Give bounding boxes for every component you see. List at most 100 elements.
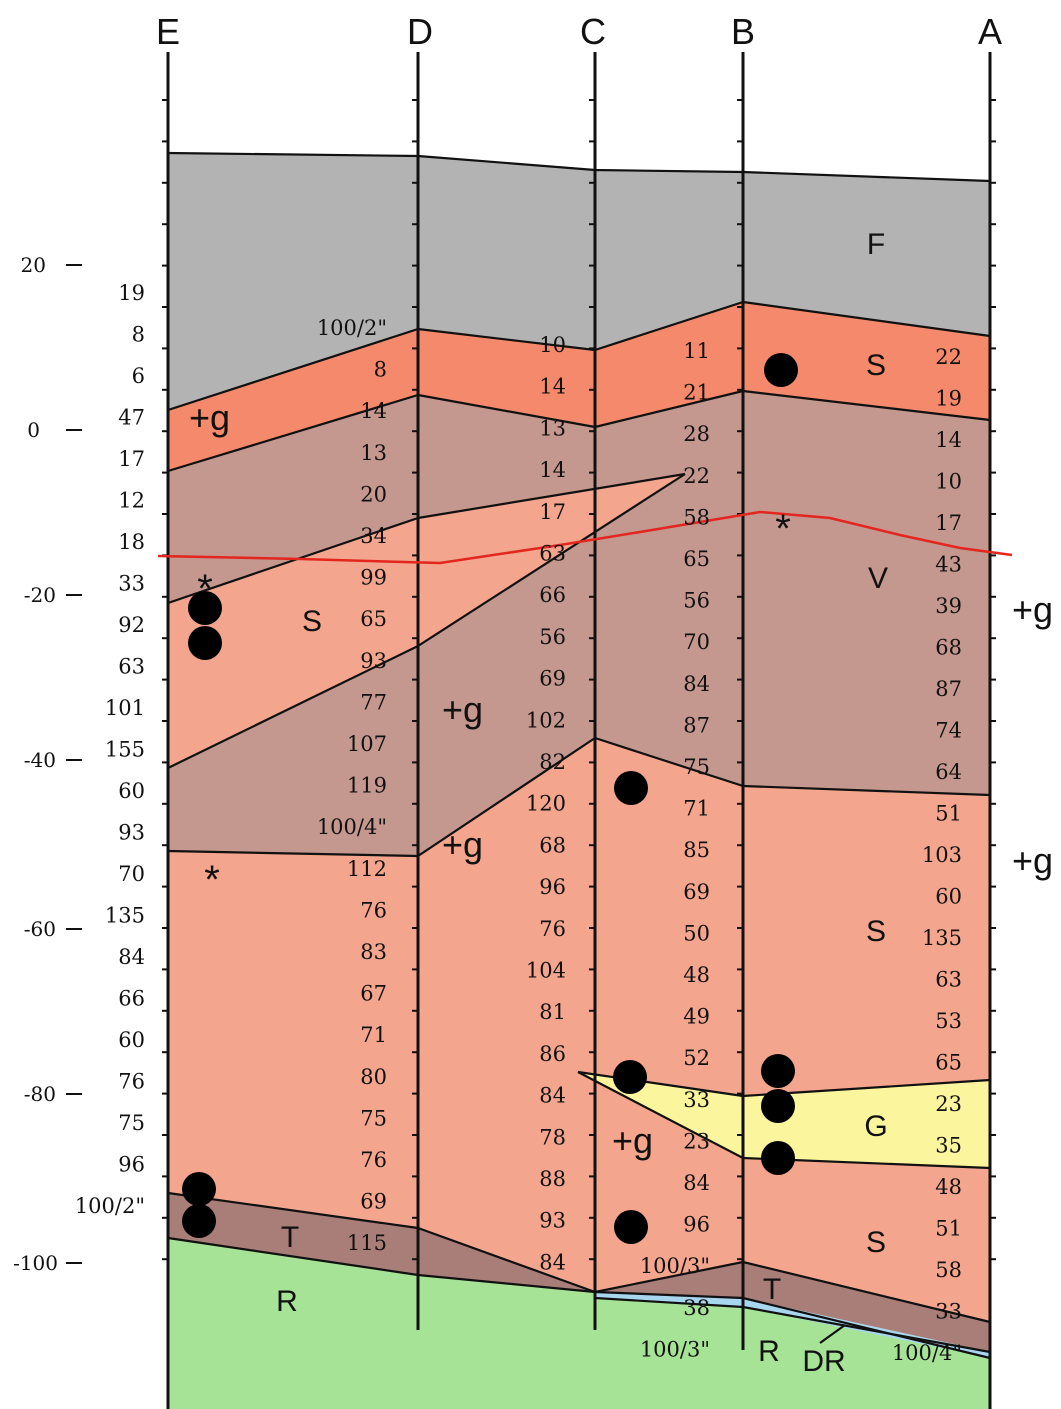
layer-weathered-rock [595, 1292, 990, 1358]
blow-count-column-a: 22 19 14 10 17 43 39 68 87 74 64 51 103 60 135 63 53 65 23… [892, 345, 962, 1365]
gravel-notes: +g +g +g +g +g +g [189, 397, 1053, 1161]
gravel-note: +g [1012, 840, 1053, 881]
blow-count: 8 [132, 323, 145, 347]
blow-count: 100/2" [317, 316, 387, 340]
blow-count: 12 [118, 489, 145, 513]
borehole-label-a: A [978, 11, 1002, 52]
blow-count-column-b: 11 21 28 22 58 65 56 70 84 87 75 71 85 69 50 48 49 52 33 23… [640, 339, 710, 1361]
water-level-line [157, 510, 1013, 565]
blow-count: 33 [118, 572, 145, 596]
blow-count: 100/4" [317, 815, 387, 839]
blow-count: 135 [922, 926, 962, 950]
elevation-tick-label: -60 [24, 917, 56, 941]
sample-point [182, 1172, 216, 1206]
blow-count: 66 [539, 583, 566, 607]
layer-sand-lens [168, 474, 685, 768]
blow-count: 84 [539, 1084, 566, 1108]
blow-count: 47 [118, 406, 145, 430]
sample-point [614, 1210, 648, 1244]
sample-point [764, 353, 798, 387]
layer-till [168, 1193, 990, 1352]
sample-point [761, 1089, 795, 1123]
blow-count: 93 [360, 649, 387, 673]
blow-count: 19 [935, 387, 962, 411]
blow-count: 76 [539, 917, 566, 941]
blow-count: 33 [683, 1088, 710, 1112]
blow-count: 75 [683, 755, 710, 779]
blow-count: 22 [683, 464, 710, 488]
blow-count: 112 [347, 857, 387, 881]
blow-count: 70 [683, 630, 710, 654]
blow-count: 76 [360, 898, 387, 922]
blow-count: 14 [539, 458, 566, 482]
blow-count: 50 [683, 921, 710, 945]
elevation-tick-label: -100 [13, 1251, 58, 1275]
blow-count: 83 [360, 940, 387, 964]
blow-count: 100/4" [892, 1341, 962, 1365]
blow-count: 64 [935, 760, 962, 784]
blow-count: 99 [360, 566, 387, 590]
blow-count: 63 [539, 542, 566, 566]
borehole-label-c: C [580, 11, 606, 52]
blow-count: 70 [118, 862, 145, 886]
water-level-marker: * [204, 858, 220, 902]
blow-count: 10 [935, 470, 962, 494]
blow-count: 23 [683, 1129, 710, 1153]
elevation-tick-label: 0 [27, 418, 40, 442]
blow-count: 135 [105, 904, 145, 928]
blow-count: 87 [935, 677, 962, 701]
blow-count: 6 [132, 364, 145, 388]
blow-count: 8 [374, 358, 387, 382]
blow-count: 43 [935, 553, 962, 577]
blow-count-column-c: 10 14 13 14 17 63 66 56 69 102 82 120 68 96 76 104 81 86 8… [526, 333, 566, 1274]
blow-count: 35 [935, 1134, 962, 1158]
borehole-ticks [162, 99, 996, 1261]
blow-count: 56 [539, 625, 566, 649]
blow-count: 69 [683, 880, 710, 904]
layer-label-rock-right: R [758, 1335, 780, 1368]
blow-count: 63 [118, 655, 145, 679]
sample-points [182, 353, 798, 1244]
blow-count: 115 [347, 1231, 387, 1255]
borehole-labels: E D C B A [156, 11, 1002, 52]
elevation-tick-label: -20 [24, 583, 56, 607]
blow-count: 14 [539, 375, 566, 399]
blow-count: 11 [683, 339, 710, 363]
water-level-marker: * [775, 507, 791, 551]
blow-count: 34 [360, 524, 387, 548]
layer-silt [168, 391, 990, 856]
layer-label-sand-lens: S [302, 605, 322, 638]
blow-count: 17 [118, 447, 145, 471]
blow-count: 19 [118, 281, 145, 305]
layer-label-sand-upper: S [866, 349, 886, 382]
blow-count: 78 [539, 1125, 566, 1149]
blow-count: 51 [935, 802, 962, 826]
blow-count: 80 [360, 1065, 387, 1089]
layer-label-gravel: G [864, 1110, 887, 1143]
layer-label-rock-left: R [276, 1285, 298, 1318]
blow-count: 82 [539, 750, 566, 774]
layer-fills [168, 153, 990, 1409]
blow-count: 68 [539, 833, 566, 857]
blow-count: 87 [683, 713, 710, 737]
blow-count: 67 [360, 982, 387, 1006]
blow-count: 100/3" [640, 1337, 710, 1361]
blow-count: 88 [539, 1167, 566, 1191]
blow-count: 76 [360, 1148, 387, 1172]
elevation-axis: 20 0 -20 -40 -60 -80 -100 [13, 253, 82, 1275]
blow-count: 28 [683, 422, 710, 446]
blow-count: 96 [539, 875, 566, 899]
blow-count: 38 [683, 1296, 710, 1320]
blow-count-column-d: 100/2" 8 14 13 20 34 99 65 93 77 107 119 100/4" 112 76… [317, 316, 387, 1255]
blow-count: 68 [935, 636, 962, 660]
blow-count: 119 [347, 774, 387, 798]
sample-point [188, 626, 222, 660]
blow-count: 65 [683, 547, 710, 571]
layer-label-silt: V [868, 562, 888, 595]
blow-count: 100/2" [75, 1194, 145, 1218]
blow-count: 66 [118, 987, 145, 1011]
blow-count: 100/3" [640, 1254, 710, 1278]
sample-point [182, 1204, 216, 1238]
blow-count: 20 [360, 482, 387, 506]
layer-label-till-left: T [281, 1221, 299, 1254]
